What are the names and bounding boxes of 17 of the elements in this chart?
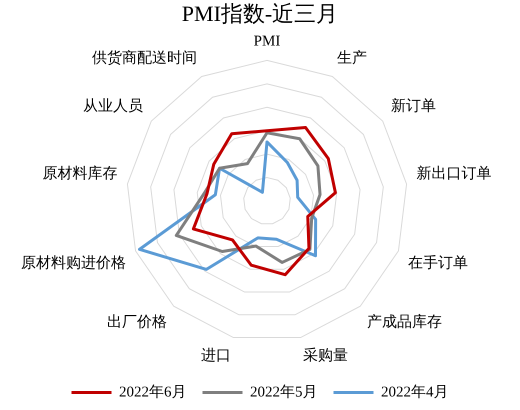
spoke-label: 新订单 bbox=[390, 97, 436, 114]
spoke-label: 进口 bbox=[200, 347, 231, 364]
spoke-label: 原材料库存 bbox=[42, 164, 118, 182]
spoke-label: 采购量 bbox=[303, 347, 348, 364]
spoke-label: PMI bbox=[254, 33, 280, 50]
spoke-label: 产成品库存 bbox=[366, 314, 442, 331]
legend-label: 2022年6月 bbox=[119, 383, 186, 400]
spoke-label: 从业人员 bbox=[83, 97, 144, 114]
spoke-label: 原材料购进价格 bbox=[21, 254, 126, 272]
spoke-label: 新出口订单 bbox=[416, 164, 492, 182]
legend-label: 2022年5月 bbox=[250, 383, 318, 400]
spoke-label: 出厂价格 bbox=[107, 314, 168, 331]
spoke-label: 供货商配送时间 bbox=[92, 50, 198, 67]
legend-label: 2022年4月 bbox=[381, 383, 448, 400]
spoke-label: 生产 bbox=[336, 50, 367, 67]
chart-title: PMI指数-近三月 bbox=[182, 0, 338, 26]
spoke-label: 在手订单 bbox=[408, 254, 468, 272]
